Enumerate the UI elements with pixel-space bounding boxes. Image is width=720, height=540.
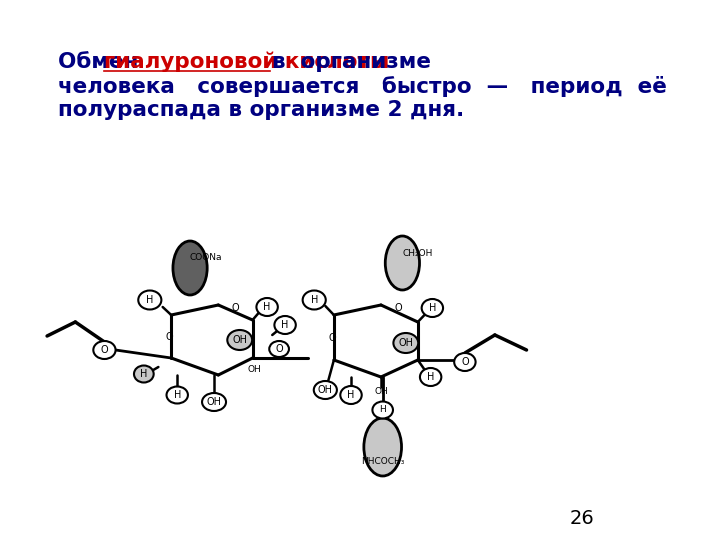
Ellipse shape	[134, 366, 153, 382]
Text: O: O	[395, 303, 402, 313]
Ellipse shape	[385, 236, 420, 290]
Text: OH: OH	[233, 335, 247, 345]
Text: NHCOCH₃: NHCOCH₃	[361, 457, 405, 467]
Text: H: H	[146, 295, 153, 305]
Text: гиалуроновой кислоты: гиалуроновой кислоты	[104, 52, 397, 72]
Text: Обмен: Обмен	[58, 52, 146, 72]
Text: O: O	[328, 333, 336, 343]
Ellipse shape	[393, 333, 418, 353]
Ellipse shape	[202, 393, 226, 411]
Text: OH: OH	[207, 397, 222, 407]
Ellipse shape	[422, 299, 443, 317]
Text: O: O	[275, 344, 283, 354]
Text: H: H	[310, 295, 318, 305]
Text: H: H	[174, 390, 181, 400]
Ellipse shape	[274, 316, 296, 334]
Text: H: H	[427, 372, 434, 382]
Text: OH: OH	[248, 366, 261, 375]
Text: H: H	[140, 369, 148, 379]
Ellipse shape	[302, 291, 325, 309]
Text: H: H	[347, 390, 355, 400]
Ellipse shape	[314, 381, 337, 399]
Text: COONa: COONa	[189, 253, 222, 262]
Ellipse shape	[256, 298, 278, 316]
Ellipse shape	[454, 353, 476, 371]
Ellipse shape	[166, 387, 188, 403]
Text: CH₂OH: CH₂OH	[402, 248, 433, 258]
Ellipse shape	[173, 241, 207, 295]
Ellipse shape	[269, 341, 289, 357]
Ellipse shape	[138, 291, 161, 309]
Text: O: O	[461, 357, 469, 367]
Text: O: O	[232, 303, 239, 313]
Text: O: O	[101, 345, 108, 355]
Text: O: O	[166, 332, 174, 342]
Ellipse shape	[420, 368, 441, 386]
Text: 26: 26	[570, 509, 595, 528]
Ellipse shape	[228, 330, 252, 350]
Text: OH: OH	[374, 388, 388, 396]
Text: H: H	[379, 406, 386, 415]
Text: OH: OH	[318, 385, 333, 395]
Ellipse shape	[372, 402, 393, 418]
Text: в  организме: в организме	[272, 52, 431, 72]
Text: OH: OH	[398, 338, 413, 348]
Ellipse shape	[341, 386, 361, 404]
Text: полураспада в организме 2 дня.: полураспада в организме 2 дня.	[58, 100, 464, 120]
Text: человека   совершается   быстро  —   период  её: человека совершается быстро — период её	[58, 76, 667, 97]
Ellipse shape	[94, 341, 116, 359]
Text: H: H	[428, 303, 436, 313]
Text: H: H	[264, 302, 271, 312]
Text: H: H	[282, 320, 289, 330]
Ellipse shape	[364, 418, 402, 476]
